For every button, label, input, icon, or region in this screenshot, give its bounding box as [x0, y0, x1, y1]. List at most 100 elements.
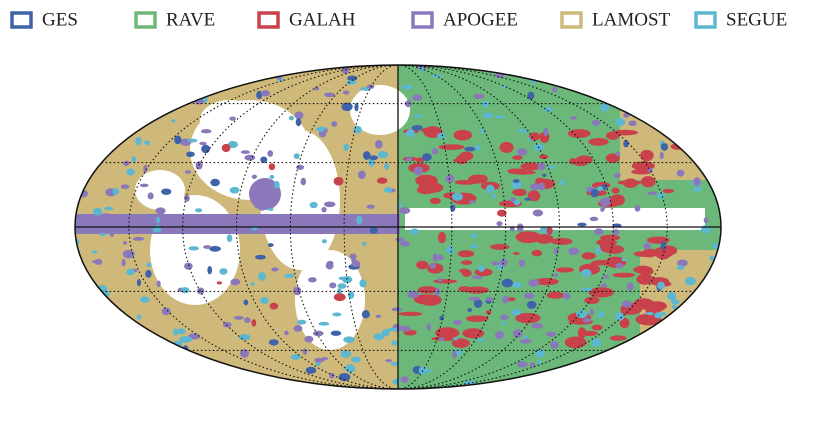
coverage-patch — [435, 254, 445, 261]
coverage-patch — [195, 208, 203, 213]
coverage-patch — [538, 154, 549, 160]
coverage-patch — [207, 266, 213, 275]
coverage-patch — [139, 183, 149, 188]
legend-swatch — [257, 11, 280, 29]
coverage-patch — [612, 129, 639, 136]
coverage-patch — [647, 191, 658, 196]
coverage-patch — [550, 341, 559, 349]
coverage-patch — [471, 275, 484, 280]
coverage-patch — [438, 337, 445, 341]
coverage-patch — [671, 298, 680, 305]
coverage-patch — [271, 267, 279, 272]
coverage-patch — [626, 282, 634, 291]
coverage-patch — [258, 205, 266, 211]
coverage-patch — [201, 144, 211, 154]
coverage-patch — [325, 261, 334, 270]
coverage-patch — [660, 240, 666, 250]
coverage-patch — [519, 338, 532, 344]
coverage-patch — [227, 140, 238, 149]
coverage-patch — [592, 119, 601, 126]
coverage-patch — [634, 204, 641, 212]
coverage-patch — [321, 206, 327, 213]
coverage-patch — [330, 330, 342, 336]
coverage-patch — [654, 312, 663, 319]
legend-swatch — [10, 11, 33, 29]
coverage-patch — [533, 277, 559, 286]
coverage-patch — [254, 254, 266, 260]
coverage-patch — [611, 229, 620, 236]
coverage-patch — [243, 299, 249, 306]
coverage-patch — [437, 132, 446, 139]
coverage-patch — [513, 251, 520, 256]
coverage-patch — [631, 120, 637, 126]
coverage-patch — [240, 150, 251, 154]
coverage-patch — [340, 350, 352, 358]
coverage-patch — [121, 258, 126, 267]
coverage-patch — [122, 241, 128, 245]
coverage-patch — [187, 138, 198, 143]
coverage-patch — [473, 93, 485, 99]
coverage-patch — [374, 140, 383, 149]
coverage-patch — [144, 140, 151, 145]
coverage-patch — [677, 259, 688, 267]
coverage-patch — [354, 102, 359, 112]
coverage-patch — [619, 317, 630, 329]
coverage-patch — [582, 317, 592, 323]
coverage-patch — [577, 222, 587, 227]
coverage-patch — [347, 291, 355, 299]
coverage-patch — [554, 247, 559, 255]
gap — [295, 250, 365, 350]
coverage-patch — [615, 117, 626, 127]
coverage-patch — [431, 148, 439, 155]
coverage-patch — [333, 293, 346, 302]
coverage-patch — [126, 268, 135, 276]
coverage-patch — [564, 336, 587, 349]
coverage-patch — [589, 216, 599, 222]
legend-label: SEGUE — [726, 9, 787, 30]
coverage-patch — [502, 295, 509, 304]
coverage-patch — [603, 244, 625, 254]
coverage-patch — [453, 319, 463, 326]
coverage-patch — [422, 153, 432, 162]
coverage-patch — [643, 242, 651, 250]
coverage-patch — [293, 153, 300, 160]
gap — [350, 85, 410, 135]
coverage-patch — [638, 268, 654, 276]
coverage-patch — [399, 325, 411, 332]
coverage-patch — [413, 114, 423, 118]
coverage-patch — [567, 129, 591, 138]
coverage-patch — [373, 333, 385, 341]
coverage-patch — [537, 182, 546, 191]
coverage-region — [249, 178, 281, 210]
coverage-patch — [612, 272, 636, 278]
coverage-patch — [350, 356, 361, 363]
coverage-patch — [437, 277, 443, 283]
legend-swatch — [694, 11, 717, 29]
coverage-patch — [343, 336, 355, 343]
coverage-patch — [230, 278, 241, 286]
coverage-patch — [513, 199, 521, 206]
coverage-patch — [676, 265, 685, 270]
coverage-patch — [659, 151, 664, 160]
coverage-patch — [591, 338, 602, 347]
coverage-patch — [250, 282, 255, 286]
coverage-patch — [524, 197, 532, 201]
coverage-patch — [333, 176, 344, 186]
coverage-patch — [156, 216, 161, 224]
coverage-patch — [288, 115, 294, 121]
coverage-patch — [184, 170, 192, 174]
coverage-patch — [576, 310, 588, 319]
coverage-patch — [203, 245, 212, 249]
coverage-patch — [226, 234, 233, 243]
coverage-patch — [662, 188, 675, 194]
coverage-patch — [470, 233, 478, 238]
coverage-patch — [581, 287, 593, 292]
coverage-patch — [701, 224, 711, 234]
coverage-patch — [453, 158, 465, 163]
coverage-patch — [529, 132, 541, 141]
coverage-patch — [309, 201, 318, 209]
coverage-patch — [676, 169, 685, 177]
coverage-patch — [494, 115, 506, 119]
coverage-patch — [577, 327, 587, 339]
